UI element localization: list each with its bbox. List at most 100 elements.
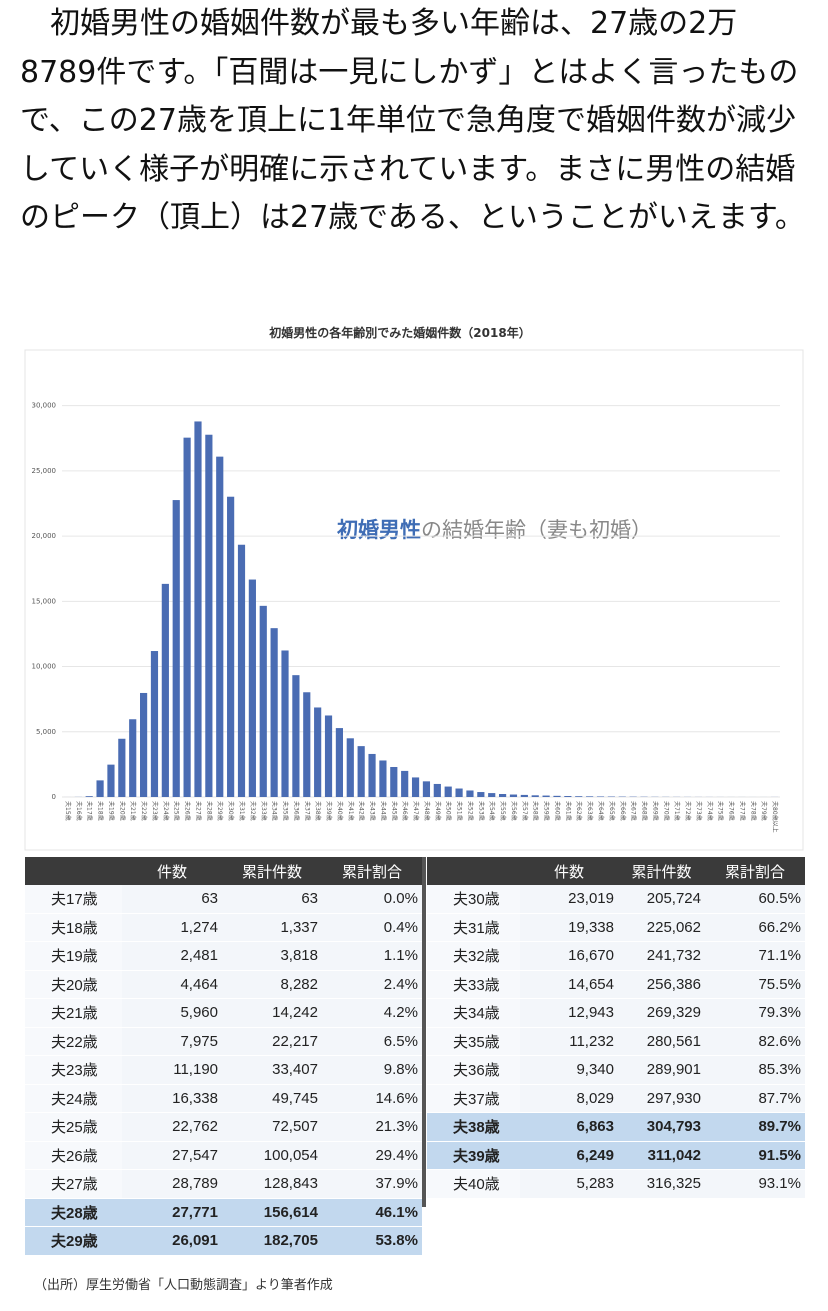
x-tick-label: 夫16歳 <box>75 801 83 821</box>
x-tick-label: 夫70歳 <box>662 801 670 821</box>
row-label: 夫37歳 <box>427 1084 520 1113</box>
cell: 205,724 <box>618 885 705 914</box>
x-tick-label: 夫61歳 <box>564 801 572 821</box>
bar <box>477 792 485 797</box>
cell: 72,507 <box>222 1112 322 1142</box>
row-label: 夫20歳 <box>25 970 122 999</box>
cell: 8,029 <box>520 1084 618 1113</box>
cell: 11,190 <box>122 1055 222 1085</box>
x-tick-label: 夫41歳 <box>347 801 355 821</box>
x-tick-label: 夫68歳 <box>641 801 649 821</box>
cell: 1,337 <box>222 913 322 942</box>
cell: 4.2% <box>322 998 422 1028</box>
x-tick-label: 夫15歳 <box>64 801 72 821</box>
table-left: 件数 累計件数 累計割合 夫17歳 63 63 0.0% 夫18歳 1,274 1,337 0.4%… <box>25 857 422 1256</box>
cell: 1.1% <box>322 941 422 971</box>
cell: 16,338 <box>122 1084 222 1113</box>
x-tick-label: 夫40歳 <box>336 801 344 821</box>
cell: 156,614 <box>222 1198 322 1227</box>
x-tick-label: 夫27歳 <box>194 801 202 821</box>
x-tick-label: 夫39歳 <box>325 801 333 821</box>
bar <box>466 790 474 797</box>
bar <box>281 650 289 797</box>
row-label: 夫26歳 <box>25 1141 122 1170</box>
row-label: 夫27歳 <box>25 1169 122 1199</box>
cell: 289,901 <box>618 1055 705 1085</box>
cell: 304,793 <box>618 1112 705 1142</box>
table-row: 夫26歳 27,547 100,054 29.4% <box>25 1141 422 1170</box>
cell: 5,283 <box>520 1169 618 1199</box>
bar <box>357 746 365 797</box>
x-tick-label: 夫23歳 <box>151 801 159 821</box>
table-row: 夫27歳 28,789 128,843 37.9% <box>25 1169 422 1199</box>
x-tick-label: 夫30歳 <box>227 801 235 821</box>
cell: 89.7% <box>705 1112 805 1142</box>
bar <box>161 583 169 797</box>
x-tick-label: 夫18歳 <box>97 801 105 821</box>
header-cell: 件数 <box>122 857 222 885</box>
row-label: 夫39歳 <box>427 1141 520 1170</box>
bar <box>335 728 343 797</box>
x-tick-label: 夫54歳 <box>488 801 496 821</box>
x-tick-label: 夫34歳 <box>271 801 279 821</box>
x-tick-label: 夫37歳 <box>303 801 311 821</box>
x-tick-label: 夫66歳 <box>619 801 627 821</box>
header-cell: 累計件数 <box>222 857 322 885</box>
bar <box>172 500 180 797</box>
x-tick-label: 夫76歳 <box>728 801 736 821</box>
bar <box>564 796 572 797</box>
cell: 29.4% <box>322 1141 422 1170</box>
y-tick-label: 20,000 <box>32 532 57 540</box>
x-tick-label: 夫65歳 <box>608 801 616 821</box>
cell: 9,340 <box>520 1055 618 1085</box>
annotation-text: の結婚年齢（妻も初婚） <box>421 518 652 542</box>
cell: 3,818 <box>222 941 322 971</box>
cell: 9.8% <box>322 1055 422 1085</box>
cell: 82.6% <box>705 1027 805 1056</box>
cell: 311,042 <box>618 1141 705 1170</box>
table-row: 夫25歳 22,762 72,507 21.3% <box>25 1112 422 1142</box>
cell: 66.2% <box>705 913 805 942</box>
bar <box>259 605 267 797</box>
y-tick-label: 25,000 <box>32 467 57 475</box>
table-row: 夫30歳 23,019 205,724 60.5% <box>427 885 805 914</box>
bar <box>411 777 420 797</box>
bar <box>379 760 387 797</box>
row-label: 夫25歳 <box>25 1112 122 1142</box>
cell: 85.3% <box>705 1055 805 1085</box>
bar <box>488 793 496 797</box>
header-row: 件数 累計件数 累計割合 <box>427 857 805 885</box>
cell: 87.7% <box>705 1084 805 1113</box>
x-tick-label: 夫77歳 <box>738 801 746 821</box>
table-row: 夫36歳 9,340 289,901 85.3% <box>427 1055 805 1085</box>
bar <box>499 793 507 797</box>
row-label: 夫31歳 <box>427 913 520 942</box>
chart: 初婚男性の各年齢別でみた婚姻件数（2018年） 初婚男性の結婚年齢（妻も初婚） … <box>24 325 804 851</box>
header-cell <box>25 857 122 885</box>
x-tick-label: 夫44歳 <box>379 801 387 821</box>
cell: 79.3% <box>705 998 805 1028</box>
bar <box>444 786 452 797</box>
bar <box>520 794 528 797</box>
cell: 14,654 <box>520 970 618 999</box>
cell: 6.5% <box>322 1027 422 1056</box>
bar <box>205 434 213 797</box>
bar <box>129 719 137 797</box>
cell: 5,960 <box>122 998 222 1028</box>
table-row: 夫29歳 26,091 182,705 53.8% <box>25 1226 422 1256</box>
cell: 256,386 <box>618 970 705 999</box>
x-tick-label: 夫79歳 <box>760 801 768 821</box>
bar <box>237 544 246 797</box>
row-label: 夫21歳 <box>25 998 122 1028</box>
header-cell: 累計割合 <box>322 857 422 885</box>
cell: 16,670 <box>520 941 618 971</box>
cell: 1,274 <box>122 913 222 942</box>
x-tick-label: 夫19歳 <box>107 801 115 821</box>
cell: 6,863 <box>520 1112 618 1142</box>
article-paragraph: 初婚男性の婚姻件数が最も多い年齢は、27歳の2万8789件です。「百聞は一見にし… <box>20 6 805 235</box>
x-tick-label: 夫20歳 <box>118 801 126 821</box>
bar <box>390 766 398 797</box>
table-row: 夫21歳 5,960 14,242 4.2% <box>25 998 422 1028</box>
bar <box>401 770 409 797</box>
